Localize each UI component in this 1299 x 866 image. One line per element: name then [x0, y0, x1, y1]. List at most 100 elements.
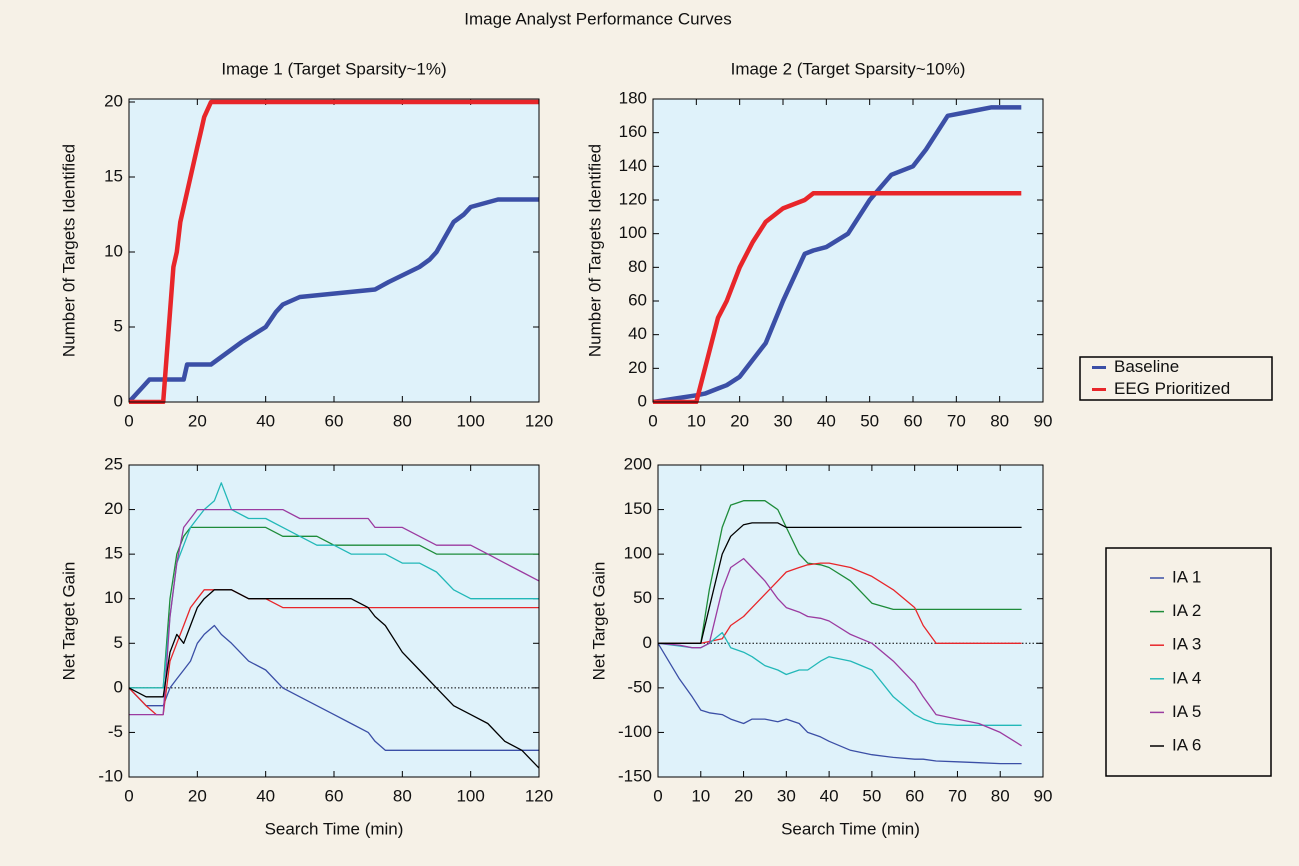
data-line: [658, 522, 1022, 644]
x-tick-label: 40: [817, 411, 836, 430]
x-tick-label: 70: [948, 786, 967, 805]
y-tick-label: 5: [114, 633, 123, 652]
x-tick-label: 80: [991, 786, 1010, 805]
data-line: [658, 631, 1022, 726]
x-tick-label: 40: [256, 411, 275, 430]
figure-title: Image Analyst Performance Curves: [464, 9, 731, 28]
y-axis-label: Net Target Gain: [59, 562, 78, 681]
y-tick-label: 5: [114, 316, 123, 335]
y-tick-label: 50: [633, 588, 652, 607]
data-line: [653, 105, 1022, 404]
data-line: [129, 508, 540, 716]
data-line: [658, 642, 1022, 765]
plot-area: [658, 465, 1043, 777]
legend-label: IA 1: [1172, 567, 1201, 586]
x-tick-label: 60: [905, 786, 924, 805]
y-tick-label: 20: [628, 358, 647, 377]
y-tick-label: 15: [104, 544, 123, 563]
y-tick-label: 10: [104, 588, 123, 607]
x-tick-label: 10: [691, 786, 710, 805]
legend-label: Baseline: [1114, 357, 1179, 376]
x-tick-label: 100: [456, 411, 484, 430]
data-line: [658, 500, 1022, 644]
y-tick-label: 40: [628, 324, 647, 343]
x-axis-label: Search Time (min): [781, 819, 920, 838]
data-line: [653, 191, 1022, 404]
x-tick-label: 10: [687, 411, 706, 430]
subplot-title: Image 2 (Target Sparsity~10%): [731, 59, 966, 78]
x-axis-label: Search Time (min): [265, 819, 404, 838]
y-tick-label: 10: [104, 241, 123, 260]
x-tick-label: 20: [730, 411, 749, 430]
x-tick-label: 20: [188, 411, 207, 430]
x-tick-label: 70: [947, 411, 966, 430]
y-tick-label: 120: [619, 189, 647, 208]
legend-label: IA 3: [1172, 635, 1201, 654]
y-tick-label: 0: [114, 391, 123, 410]
y-tick-label: 0: [643, 633, 652, 652]
y-tick-label: 140: [619, 156, 647, 175]
x-tick-label: 50: [860, 411, 879, 430]
y-tick-label: 160: [619, 122, 647, 141]
data-line: [129, 624, 539, 751]
data-line: [129, 99, 539, 404]
legend-label: EEG Prioritized: [1114, 379, 1230, 398]
x-tick-label: 60: [904, 411, 923, 430]
y-axis-label: Net Target Gain: [589, 562, 608, 681]
x-tick-label: 0: [653, 786, 662, 805]
plot-area: [129, 465, 539, 777]
y-tick-label: -5: [108, 722, 123, 741]
plot-frame: [657, 464, 1044, 778]
y-tick-label: 100: [619, 223, 647, 242]
legend-label: IA 2: [1172, 601, 1201, 620]
y-tick-label: 60: [628, 290, 647, 309]
y-tick-label: -150: [618, 766, 652, 785]
y-tick-label: 200: [624, 454, 652, 473]
x-tick-label: 40: [256, 786, 275, 805]
x-tick-label: 120: [525, 786, 553, 805]
y-tick-label: 80: [628, 257, 647, 276]
y-tick-label: -100: [618, 722, 652, 741]
x-tick-label: 120: [525, 411, 553, 430]
plot-frame: [128, 464, 540, 778]
legend-label: IA 5: [1172, 702, 1201, 721]
x-tick-label: 80: [393, 786, 412, 805]
x-tick-label: 30: [777, 786, 796, 805]
x-tick-label: 20: [734, 786, 753, 805]
y-tick-label: 180: [619, 88, 647, 107]
data-line: [129, 526, 539, 689]
y-tick-label: 20: [104, 499, 123, 518]
y-axis-label: Number 0f Targets Identified: [585, 144, 604, 357]
x-tick-label: 50: [862, 786, 881, 805]
y-tick-label: -50: [627, 677, 652, 696]
plot-frame: [652, 98, 1044, 403]
x-tick-label: 60: [325, 786, 344, 805]
y-tick-label: 25: [104, 454, 123, 473]
x-tick-label: 100: [456, 786, 484, 805]
plot-area: [129, 99, 539, 402]
legend-label: IA 4: [1172, 668, 1201, 687]
x-tick-label: 90: [1034, 411, 1053, 430]
x-tick-label: 60: [325, 411, 344, 430]
x-tick-label: 0: [648, 411, 657, 430]
x-tick-label: 30: [774, 411, 793, 430]
x-tick-label: 0: [124, 411, 133, 430]
legend-box: [1079, 356, 1273, 401]
plot-frame: [128, 98, 540, 403]
y-tick-label: 15: [104, 166, 123, 185]
y-tick-label: 0: [114, 677, 123, 696]
x-tick-label: 90: [1034, 786, 1053, 805]
data-line: [129, 197, 539, 404]
plot-area: [653, 99, 1043, 402]
data-line: [658, 557, 1022, 747]
subplot-title: Image 1 (Target Sparsity~1%): [221, 59, 446, 78]
y-tick-label: -10: [98, 766, 123, 785]
y-tick-label: 150: [624, 499, 652, 518]
y-tick-label: 100: [624, 544, 652, 563]
y-axis-label: Number 0f Targets Identified: [59, 144, 78, 357]
x-tick-label: 80: [393, 411, 412, 430]
y-tick-label: 20: [104, 91, 123, 110]
legend-label: IA 6: [1172, 735, 1201, 754]
